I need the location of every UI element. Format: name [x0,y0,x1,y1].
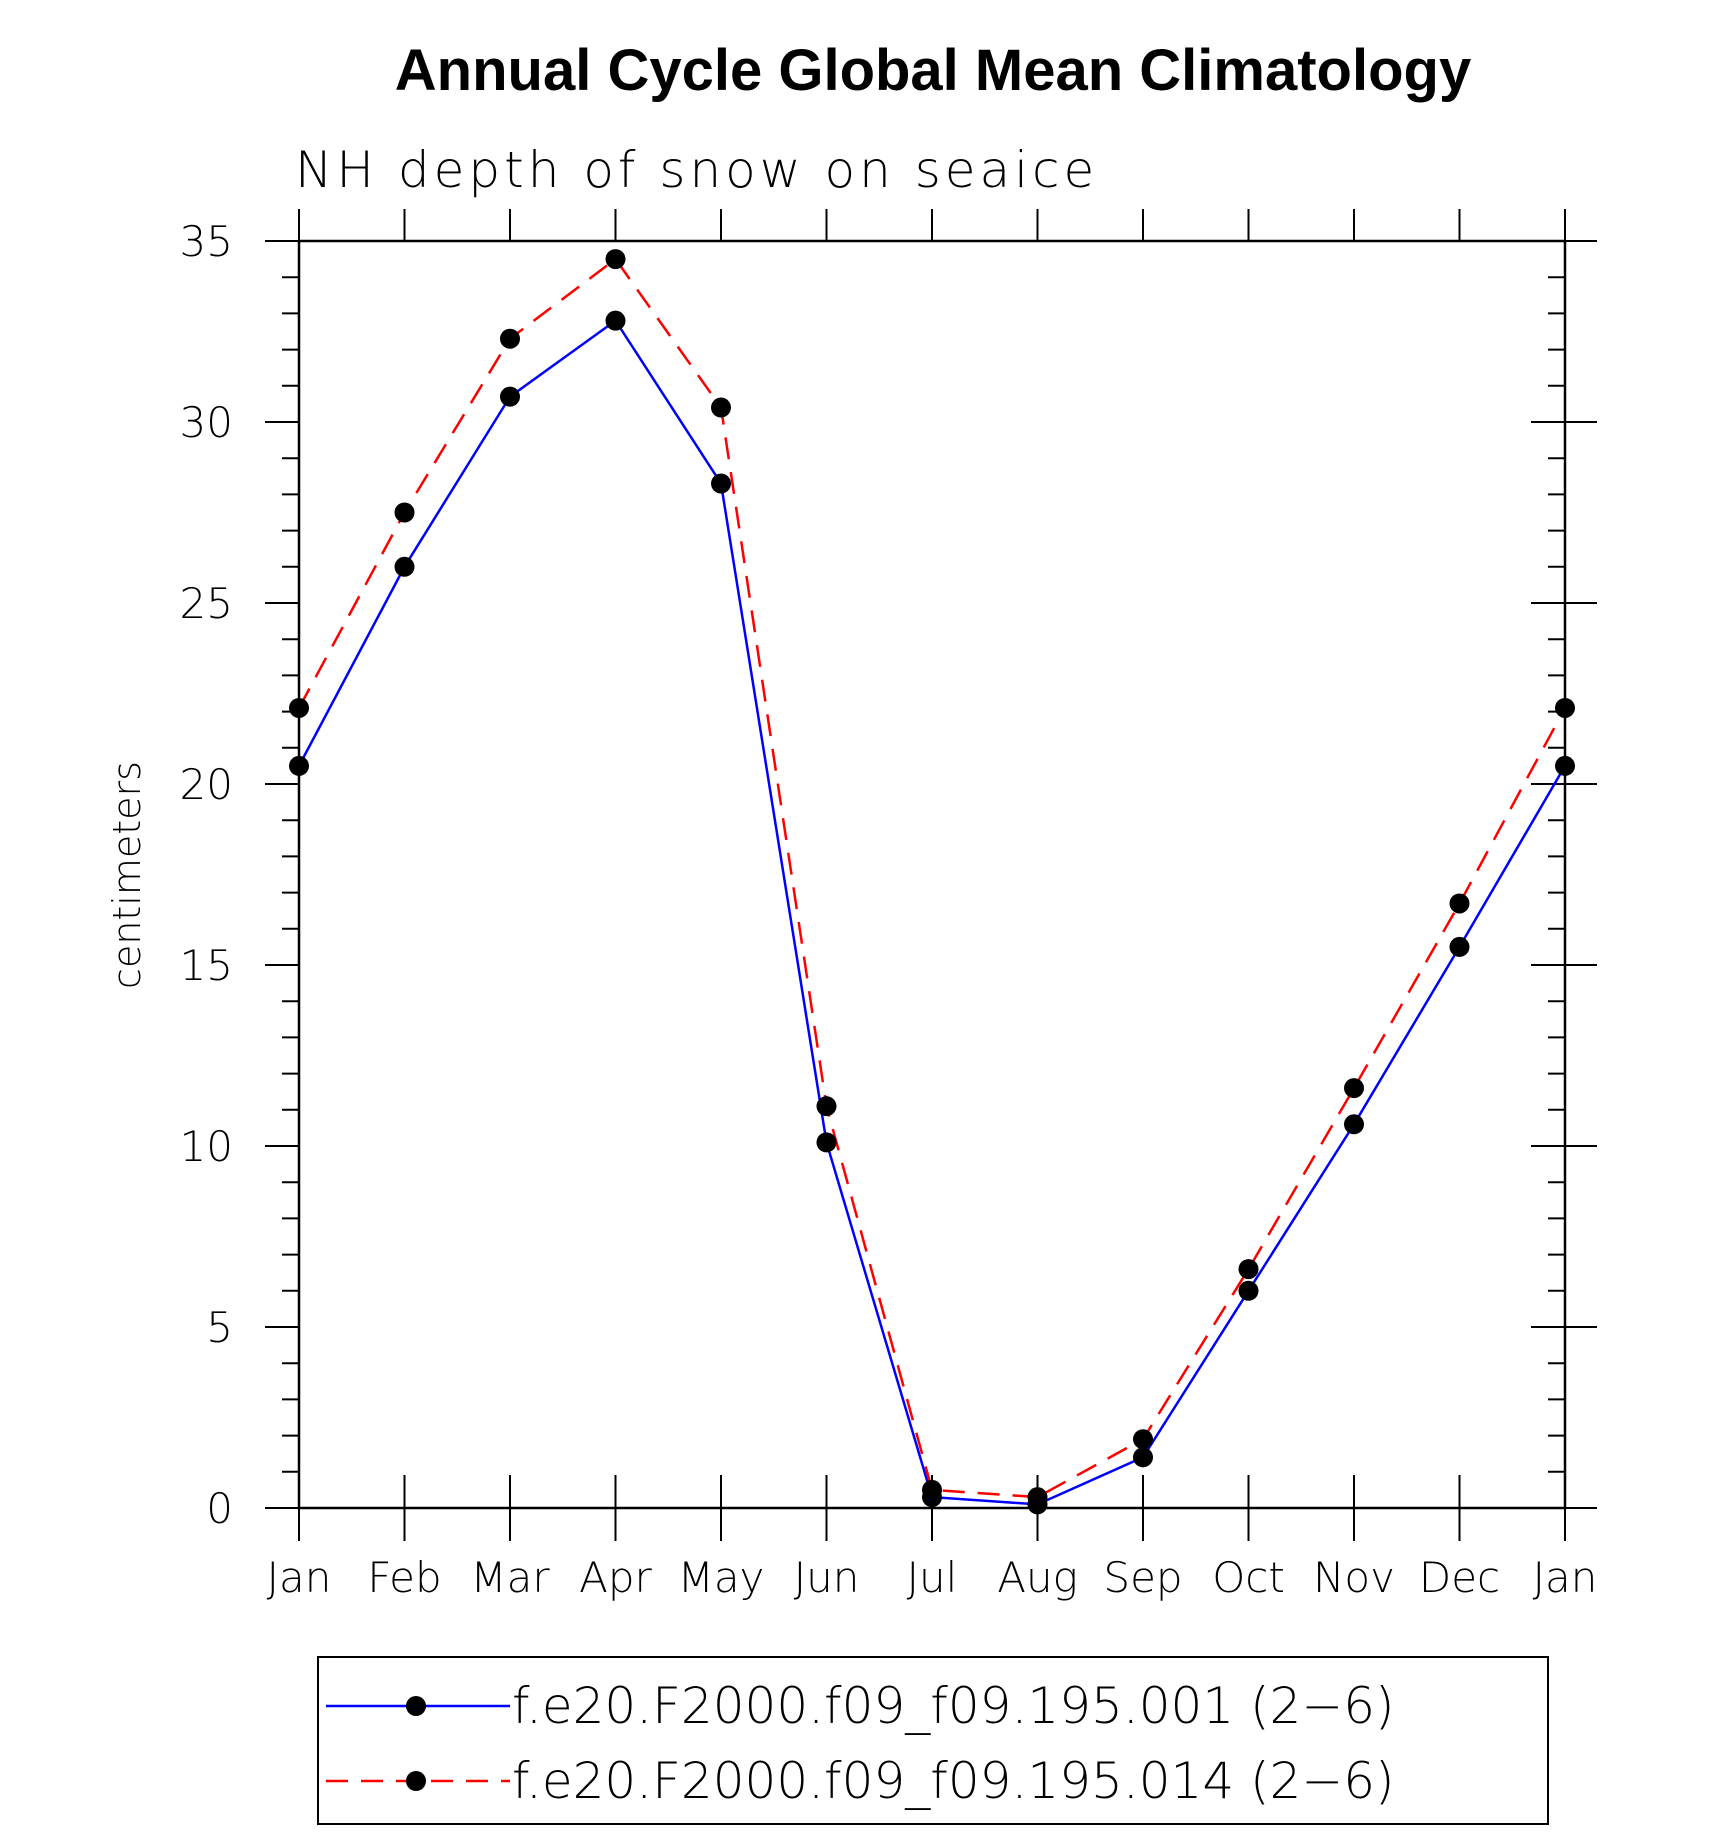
data-point-series-1 [1133,1447,1153,1468]
data-point-series-2 [816,1096,837,1117]
y-axis-label: centimeters [105,761,149,989]
data-point-series-1 [711,473,731,494]
legend-box [317,1656,1549,1825]
x-tick-label: Apr [579,1553,652,1602]
series-line-1 [297,318,1567,1506]
data-point-series-2 [289,697,309,718]
data-point-series-2 [711,397,731,418]
legend-marker-series-1 [406,1696,426,1716]
chart-title: Annual Cycle Global Mean Climatology [395,38,1471,103]
y-tick-label: 35 [180,217,233,266]
x-tick-label: Jan [267,1553,332,1602]
y-tick-label: 25 [180,579,233,628]
data-point-series-2 [1449,893,1470,914]
data-point-series-2 [1027,1487,1048,1508]
data-point-series-2 [394,502,415,523]
data-point-series-1 [289,755,309,776]
series-line-2 [297,257,1567,1499]
x-tick-label: Nov [1313,1553,1395,1602]
data-point-series-2 [1555,697,1575,718]
plot-area: 0 5 10 15 20 25 30 35 Jan Feb Mar Apr May Jun Jul Aug Se… [180,209,1598,1602]
data-point-series-1 [816,1132,837,1153]
chart-subtitle: NH depth of snow on seaice [295,141,1098,199]
x-tick-label: Dec [1419,1553,1500,1602]
data-point-series-1 [1238,1280,1259,1301]
data-point-series-2 [500,328,520,349]
y-tick-label: 20 [180,760,233,809]
data-point-series-1 [500,386,520,407]
x-tick-label: Jan [1533,1553,1598,1602]
legend: f.e20.F2000.f09_f09.195.001 (2−6) f.e20.… [317,1656,1549,1825]
legend-label-series-2: f.e20.F2000.f09_f09.195.014 (2−6) [512,1752,1395,1810]
x-tick-label: Mar [470,1553,550,1602]
data-point-series-2 [1133,1429,1153,1450]
data-point-series-2 [1344,1078,1364,1099]
data-point-series-2 [605,249,626,270]
data-point-series-1 [394,556,415,577]
x-tick-label: May [678,1553,765,1602]
data-point-series-1 [1555,755,1575,776]
legend-marker-series-2 [406,1771,426,1791]
x-tick-label: Jun [794,1553,860,1602]
legend-label-series-1: f.e20.F2000.f09_f09.195.001 (2−6) [512,1677,1395,1735]
x-tick-label: Feb [367,1553,441,1602]
data-point-series-1 [1344,1114,1364,1135]
y-tick-label: 30 [180,398,233,447]
x-tick-label: Sep [1103,1553,1182,1602]
y-tick-label: 15 [180,941,233,990]
data-point-series-2 [1238,1259,1259,1280]
x-tick-label: Jul [907,1553,958,1602]
y-tick-label: 0 [206,1484,233,1533]
y-tick-label: 5 [206,1303,233,1352]
x-tick-label: Aug [997,1553,1078,1602]
x-tick-label: Oct [1212,1553,1285,1602]
y-tick-label: 10 [180,1122,233,1171]
data-point-series-1 [1449,936,1470,957]
data-point-series-1 [605,310,626,331]
data-point-series-2 [922,1479,942,1500]
